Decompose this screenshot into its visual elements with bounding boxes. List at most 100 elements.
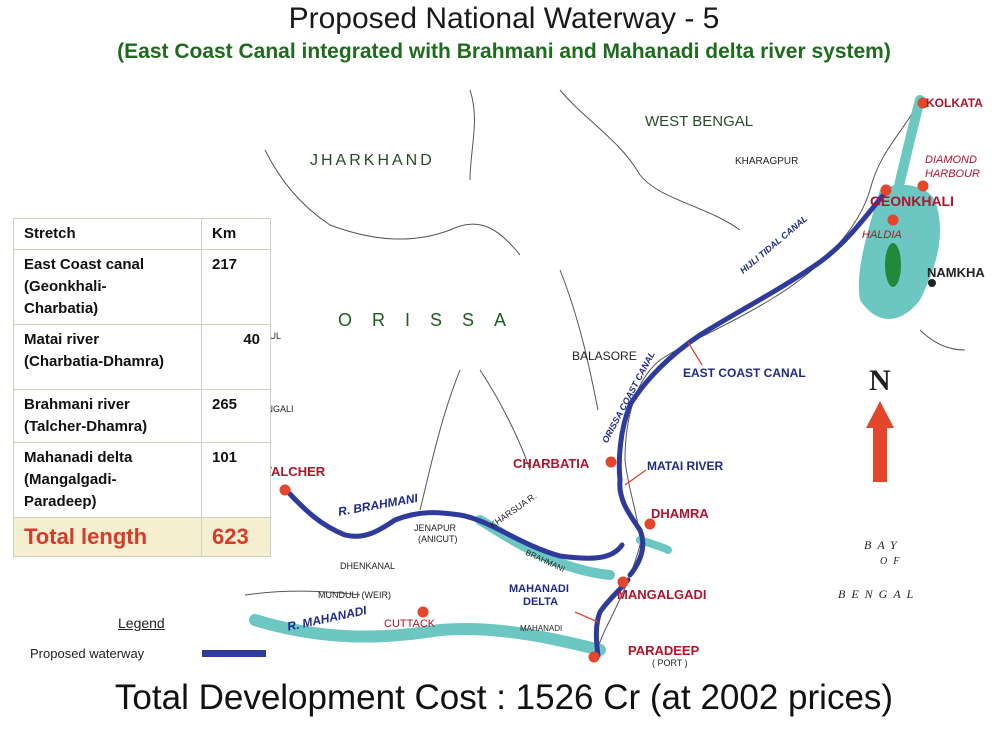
table-row: Matai river (Charbatia-Dhamra) 40	[13, 324, 271, 390]
label-rengali: RENGALI	[254, 404, 294, 414]
stretch-line: (Talcher-Dhamra)	[24, 418, 148, 435]
table-row: Brahmani river (Talcher-Dhamra) 265	[13, 389, 271, 443]
label-bay: BAY	[864, 538, 903, 552]
table-row: Mahanadi delta (Mangalgadi- Paradeep) 10…	[13, 442, 271, 518]
stretch-cell: Brahmani river (Talcher-Dhamra)	[13, 389, 202, 443]
total-label: Total length	[13, 517, 202, 557]
table-total-row: Total length 623	[13, 517, 271, 557]
dot-charbatia	[605, 456, 617, 468]
header-stretch: Stretch	[13, 218, 202, 250]
stretch-cell: Mahanadi delta (Mangalgadi- Paradeep)	[13, 442, 202, 518]
stretch-line: (Charbatia-Dhamra)	[24, 353, 165, 370]
stretch-line: Charbatia)	[24, 300, 99, 317]
label-dhamra: DHAMRA	[651, 506, 709, 521]
label-kolkata: KOLKATA	[926, 96, 983, 110]
dot-kolkata	[917, 97, 929, 109]
table-header-row: Stretch Km	[13, 218, 271, 250]
label-dhenkanal: DHENKANAL	[340, 561, 396, 571]
city-dots	[279, 97, 929, 663]
label-east-coast-canal: EAST COAST CANAL	[683, 366, 806, 380]
label-matai-river: MATAI RIVER	[647, 459, 724, 473]
proposed-waterway	[285, 189, 889, 659]
stretch-line: Mahanadi delta	[24, 449, 133, 466]
dot-mangalgadi	[617, 576, 629, 588]
label-harbour: HARBOUR	[925, 168, 981, 180]
district-border-1	[469, 89, 475, 181]
stretch-cell: Matai river (Charbatia-Dhamra)	[13, 324, 202, 390]
km-cell: 101	[201, 442, 271, 518]
label-kharagpur: KHARAGPUR	[735, 156, 799, 167]
hooghly-river	[893, 95, 925, 195]
state-border-wb	[559, 89, 741, 231]
district-border-3	[479, 369, 531, 471]
legend-line-swatch	[202, 650, 266, 657]
label-namkhana: NAMKHA	[927, 265, 985, 280]
mahanadi-delta-line	[593, 577, 631, 659]
dot-cuttack	[417, 606, 429, 618]
stretch-cell: East Coast canal (Geonkhali- Charbatia)	[13, 249, 202, 325]
label-bengal: BENGAL	[838, 587, 920, 601]
dot-geonkhali	[880, 184, 892, 196]
mahanadi-teal	[249, 614, 606, 656]
label-haldia: HALDIA	[862, 229, 902, 241]
legend-item-label: Proposed waterway	[30, 646, 145, 661]
stretch-table: Stretch Km East Coast canal (Geonkhali- …	[13, 218, 271, 557]
dot-haldia	[887, 214, 899, 226]
pointer-arrows	[574, 341, 703, 623]
header-km: Km	[201, 218, 271, 250]
district-border-5	[559, 269, 599, 411]
page-subtitle: (East Coast Canal integrated with Brahma…	[117, 40, 891, 63]
north-label: N	[869, 364, 891, 397]
label-anicut: (ANICUT)	[418, 534, 458, 544]
label-mahanadi-delta-1: MAHANADI	[509, 583, 569, 595]
total-value: 623	[201, 517, 271, 557]
label-mangalgadi: MANGALGADI	[617, 587, 707, 602]
legend-title: Legend	[118, 615, 165, 631]
label-of: OF	[880, 556, 906, 567]
label-port: ( PORT )	[652, 658, 688, 668]
dot-talcher	[279, 484, 291, 496]
label-orissa: ORISSA	[338, 310, 527, 330]
stretch-line: East Coast canal	[24, 256, 145, 273]
label-west-bengal: WEST BENGAL	[645, 113, 754, 130]
label-charbatia: CHARBATIA	[513, 456, 590, 471]
km-cell: 40	[201, 324, 271, 390]
district-border-7	[919, 329, 966, 351]
stretch-line: (Mangalgadi-	[24, 471, 117, 488]
label-jenapur: JENAPUR	[414, 523, 457, 533]
dot-dhamra	[644, 518, 656, 530]
label-mahanadi-small: MAHANADI	[520, 624, 563, 633]
stretch-line: Paradeep)	[24, 493, 97, 510]
page-title: Proposed National Waterway - 5	[288, 2, 720, 35]
district-border-4	[419, 369, 461, 511]
matai-river-line	[617, 477, 646, 578]
table-row: East Coast canal (Geonkhali- Charbatia) …	[13, 249, 271, 325]
stretch-line: (Geonkhali-	[24, 278, 107, 295]
label-mahanadi-delta-2: DELTA	[523, 596, 559, 608]
stretch-line: Brahmani river	[24, 396, 130, 413]
label-cuttack: CUTTACK	[384, 618, 436, 630]
district-border-6	[244, 590, 361, 596]
dot-diamond-harbour	[917, 180, 929, 192]
label-diamond: DIAMOND	[925, 154, 977, 166]
label-jharkhand: JHARKHAND	[310, 152, 435, 169]
hooghly-estuary	[858, 184, 940, 319]
north-arrow	[866, 401, 894, 482]
km-cell: 265	[201, 389, 271, 443]
stretch-line: Matai river	[24, 331, 100, 348]
sagar-island	[885, 243, 901, 287]
coastline	[591, 99, 921, 661]
boundaries	[239, 89, 966, 661]
label-paradeep: PARADEEP	[628, 643, 700, 658]
state-border-jh	[264, 149, 521, 256]
label-talcher: TALCHER	[264, 464, 326, 479]
east-coast-canal-line	[616, 189, 889, 483]
dot-namkhana	[928, 279, 936, 287]
label-mundali: MUNDULI (WEIR)	[318, 590, 391, 600]
brahmani-river-line	[285, 489, 625, 561]
dot-paradeep	[588, 651, 600, 663]
footer-cost: Total Development Cost : 1526 Cr (at 200…	[114, 678, 894, 717]
km-cell: 217	[201, 249, 271, 325]
label-geonkhali: GEONKHALI	[870, 193, 954, 209]
